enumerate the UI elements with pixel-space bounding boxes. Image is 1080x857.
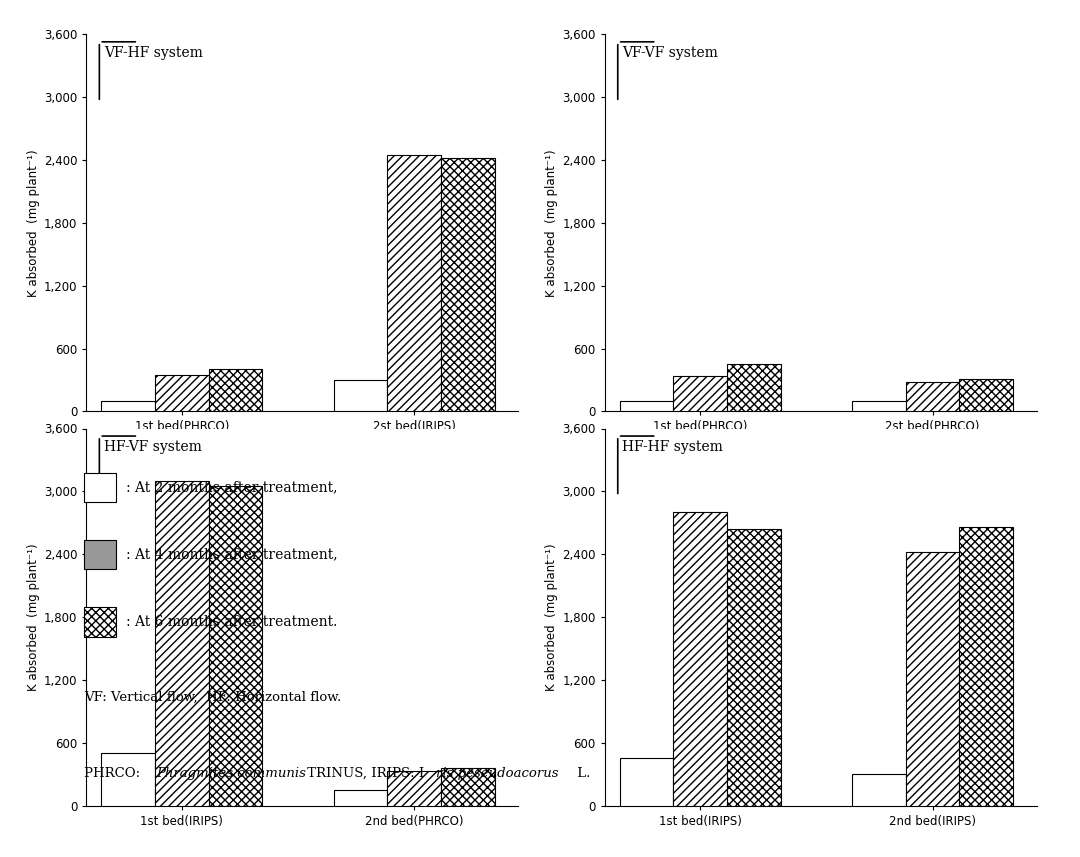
Text: TRINUS, IRIPS: I: TRINUS, IRIPS: I (303, 766, 424, 780)
Y-axis label: K absorbed  (mg plant⁻¹): K absorbed (mg plant⁻¹) (545, 543, 558, 691)
Text: PHRCO:: PHRCO: (84, 766, 145, 780)
Bar (620, 401, 673, 411)
Bar (388, 771, 441, 806)
Bar (852, 401, 906, 411)
Bar (102, 401, 154, 411)
Bar (84, 473, 116, 502)
Bar (852, 774, 906, 806)
Bar (673, 375, 727, 411)
Bar (334, 790, 388, 806)
Bar (388, 155, 441, 411)
Text: : At 2 months after treatment,: : At 2 months after treatment, (125, 481, 337, 494)
Bar (102, 753, 154, 806)
Bar (334, 380, 388, 411)
Bar (208, 369, 262, 411)
Bar (673, 512, 727, 806)
Y-axis label: K absorbed  (mg plant⁻¹): K absorbed (mg plant⁻¹) (27, 149, 40, 297)
Text: VF: Vertical flow,  HF: Horizontal flow.: VF: Vertical flow, HF: Horizontal flow. (84, 691, 341, 704)
Bar (959, 527, 1013, 806)
Text: HF-HF system: HF-HF system (622, 440, 723, 454)
Bar (906, 382, 959, 411)
Bar (441, 768, 495, 806)
Text: L.: L. (572, 766, 590, 780)
Bar (959, 379, 1013, 411)
Text: ris peseudoacorus: ris peseudoacorus (435, 766, 558, 780)
Text: : At 4 months after treatment,: : At 4 months after treatment, (125, 548, 337, 561)
Y-axis label: K absorbed  (mg plant⁻¹): K absorbed (mg plant⁻¹) (27, 543, 40, 691)
Bar (208, 486, 262, 806)
Bar (84, 540, 116, 569)
Text: VF-VF system: VF-VF system (622, 45, 718, 60)
Bar (154, 481, 208, 806)
Bar (154, 375, 208, 411)
Y-axis label: K absorbed  (mg plant⁻¹): K absorbed (mg plant⁻¹) (545, 149, 558, 297)
Text: Phragmites communis: Phragmites communis (157, 766, 307, 780)
Bar (906, 552, 959, 806)
Text: VF-HF system: VF-HF system (104, 45, 203, 60)
Bar (620, 758, 673, 806)
Bar (727, 364, 781, 411)
Bar (441, 158, 495, 411)
Bar (727, 529, 781, 806)
Text: HF-VF system: HF-VF system (104, 440, 202, 454)
Text: : At 6 months after treatment.: : At 6 months after treatment. (125, 614, 337, 629)
Bar (84, 607, 116, 637)
